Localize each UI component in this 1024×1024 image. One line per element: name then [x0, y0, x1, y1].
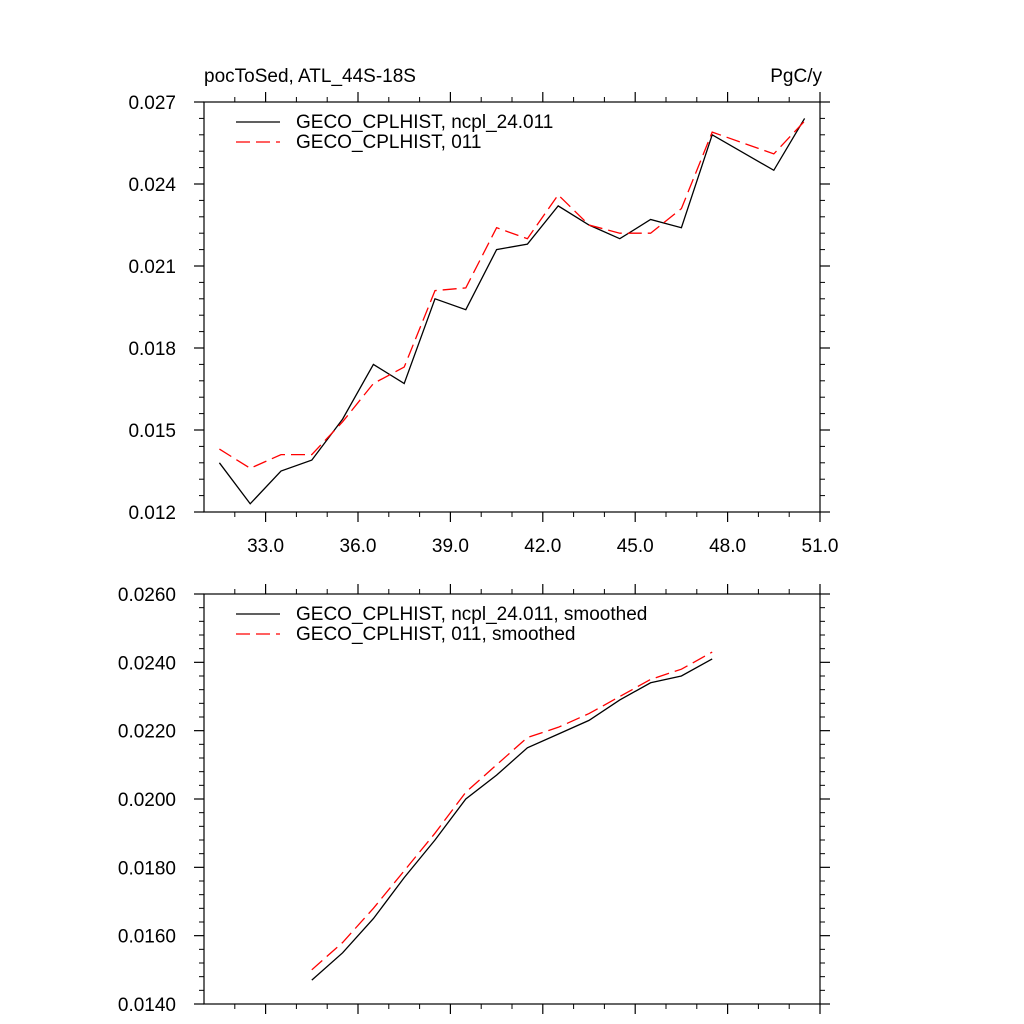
series-line-1 [311, 658, 713, 981]
x-tick-label: 39.0 [432, 536, 469, 557]
y-tick-label: 0.015 [128, 421, 176, 442]
chart-title: pocToSed, ATL_44S-18S [204, 66, 416, 87]
x-tick-label: 33.0 [247, 536, 284, 557]
x-tick-label: 48.0 [709, 536, 746, 557]
plot-frame [203, 101, 821, 513]
y-tick-label: 0.012 [128, 503, 176, 524]
y-tick-label: 0.0240 [118, 653, 176, 674]
y-tick-label: 0.0220 [118, 722, 176, 743]
top-panel: pocToSed, ATL_44S-18S PgC/y 33.0 36.0 39.0… [128, 66, 838, 557]
legend-label-2: GECO_CPLHIST, 011, smoothed [296, 624, 576, 645]
y-tick-label: 0.027 [128, 93, 176, 114]
y-tick-label: 0.0180 [118, 858, 176, 879]
legend-label-1: GECO_CPLHIST, ncpl_24.011, smoothed [296, 604, 647, 625]
y-tick-label: 0.0200 [118, 790, 176, 811]
bottom-panel: 0.0140 0.0160 0.0180 0.0200 0.0220 0.0240 0.02… [118, 584, 830, 1016]
y-tick-label: 0.0160 [118, 927, 176, 948]
legend-label-2: GECO_CPLHIST, 011 [296, 132, 482, 153]
y-tick-label: 0.0140 [118, 995, 176, 1016]
x-tick-label: 51.0 [802, 536, 839, 557]
x-tick-label: 36.0 [340, 536, 377, 557]
y-tick-label: 0.021 [128, 257, 176, 278]
units-label: PgC/y [770, 66, 822, 87]
x-tick-label: 45.0 [617, 536, 654, 557]
plot-frame [203, 593, 821, 1005]
y-tick-label: 0.0260 [118, 585, 176, 606]
series-line-2 [311, 651, 713, 971]
y-tick-label: 0.024 [128, 175, 176, 196]
series-line-1 [218, 118, 806, 505]
series-line-2 [219, 120, 806, 470]
y-tick-label: 0.018 [128, 339, 176, 360]
legend-label-1: GECO_CPLHIST, ncpl_24.011 [296, 112, 553, 133]
x-tick-label: 42.0 [524, 536, 561, 557]
